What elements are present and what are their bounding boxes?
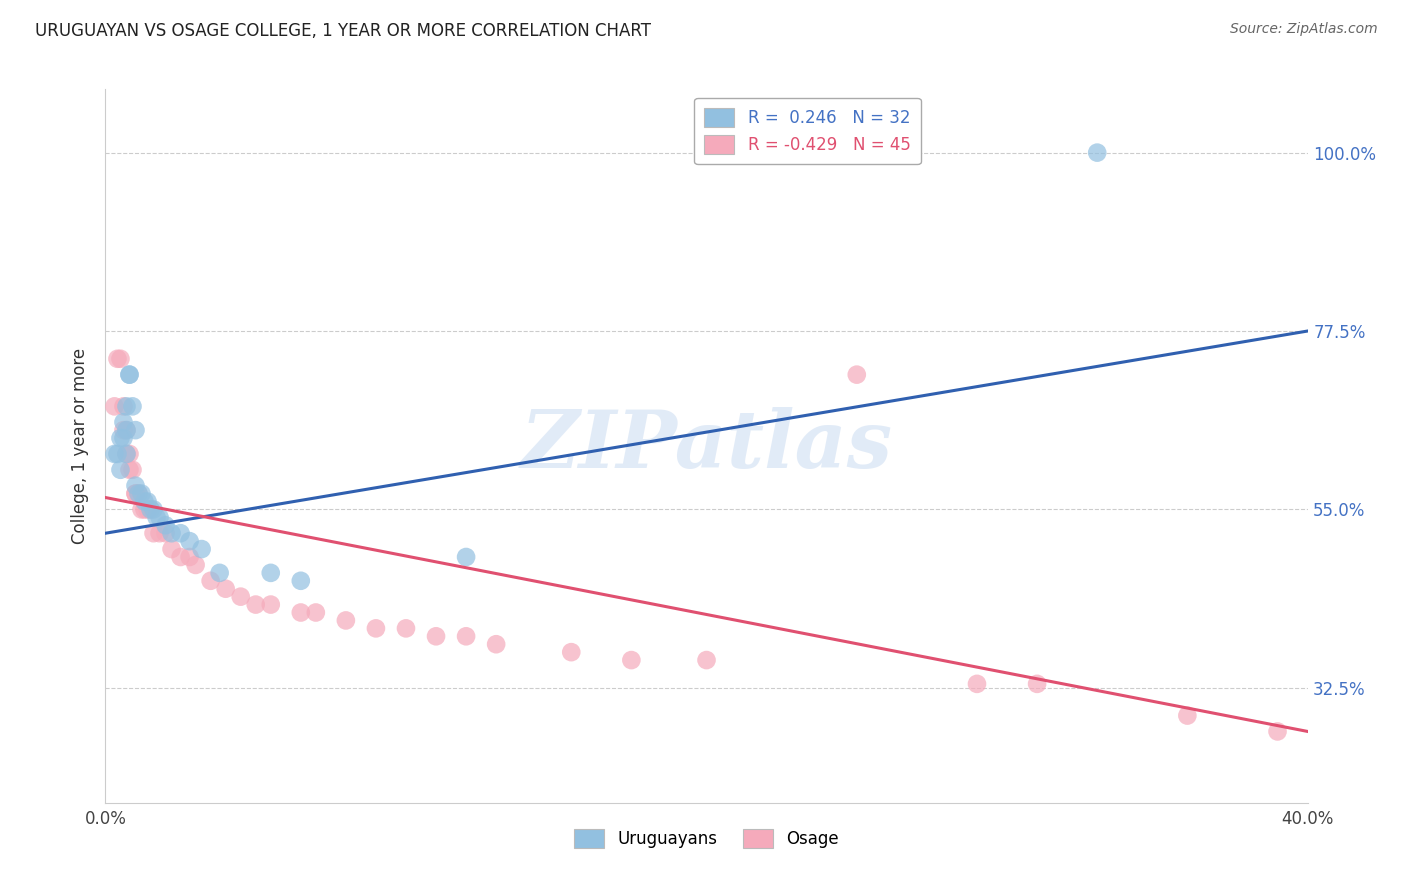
Point: [160, 526, 183, 541]
Point: [184, 558, 207, 572]
Text: Source: ZipAtlas.com: Source: ZipAtlas.com: [1230, 22, 1378, 37]
Point: [190, 542, 212, 557]
Point: [115, 423, 138, 437]
Point: [124, 486, 146, 500]
Point: [112, 423, 135, 437]
Point: [103, 447, 125, 461]
Point: [169, 549, 191, 564]
Point: [128, 486, 150, 500]
Point: [145, 510, 167, 524]
Point: [425, 629, 447, 643]
Point: [112, 415, 135, 429]
Point: [620, 653, 643, 667]
Point: [1026, 677, 1049, 691]
Point: [115, 400, 138, 414]
Point: [142, 526, 165, 541]
Point: [305, 606, 328, 620]
Point: [124, 423, 146, 437]
Point: [214, 582, 236, 596]
Point: [124, 478, 146, 492]
Point: [128, 486, 150, 500]
Point: [845, 368, 868, 382]
Point: [136, 502, 159, 516]
Point: [1175, 708, 1198, 723]
Point: [136, 494, 159, 508]
Point: [179, 549, 201, 564]
Point: [290, 574, 312, 588]
Point: [200, 574, 222, 588]
Point: [131, 502, 153, 516]
Point: [148, 510, 170, 524]
Point: [260, 566, 283, 580]
Point: [454, 629, 477, 643]
Point: [245, 598, 267, 612]
Point: [290, 606, 312, 620]
Point: [134, 502, 156, 516]
Point: [485, 637, 508, 651]
Point: [169, 526, 191, 541]
Point: [118, 368, 141, 382]
Y-axis label: College, 1 year or more: College, 1 year or more: [72, 348, 90, 544]
Point: [121, 400, 143, 414]
Point: [155, 518, 177, 533]
Point: [260, 598, 283, 612]
Point: [696, 653, 718, 667]
Point: [110, 351, 132, 366]
Point: [121, 463, 143, 477]
Point: [110, 431, 132, 445]
Point: [229, 590, 252, 604]
Point: [118, 447, 141, 461]
Point: [148, 526, 170, 541]
Point: [112, 431, 135, 445]
Point: [131, 486, 153, 500]
Point: [335, 614, 357, 628]
Point: [1267, 724, 1289, 739]
Point: [966, 677, 988, 691]
Point: [115, 423, 138, 437]
Point: [118, 463, 141, 477]
Point: [142, 502, 165, 516]
Point: [139, 502, 162, 516]
Legend: Uruguayans, Osage: Uruguayans, Osage: [568, 822, 845, 855]
Point: [107, 447, 129, 461]
Point: [115, 447, 138, 461]
Point: [107, 351, 129, 366]
Point: [112, 400, 135, 414]
Point: [124, 486, 146, 500]
Point: [395, 621, 418, 635]
Point: [115, 447, 138, 461]
Point: [364, 621, 387, 635]
Point: [139, 502, 162, 516]
Point: [1085, 145, 1108, 160]
Point: [179, 534, 201, 549]
Point: [103, 400, 125, 414]
Point: [118, 368, 141, 382]
Point: [134, 494, 156, 508]
Point: [110, 463, 132, 477]
Point: [560, 645, 582, 659]
Point: [208, 566, 231, 580]
Text: ZIPatlas: ZIPatlas: [520, 408, 893, 484]
Point: [155, 526, 177, 541]
Point: [160, 542, 183, 557]
Point: [454, 549, 477, 564]
Text: URUGUAYAN VS OSAGE COLLEGE, 1 YEAR OR MORE CORRELATION CHART: URUGUAYAN VS OSAGE COLLEGE, 1 YEAR OR MO…: [35, 22, 651, 40]
